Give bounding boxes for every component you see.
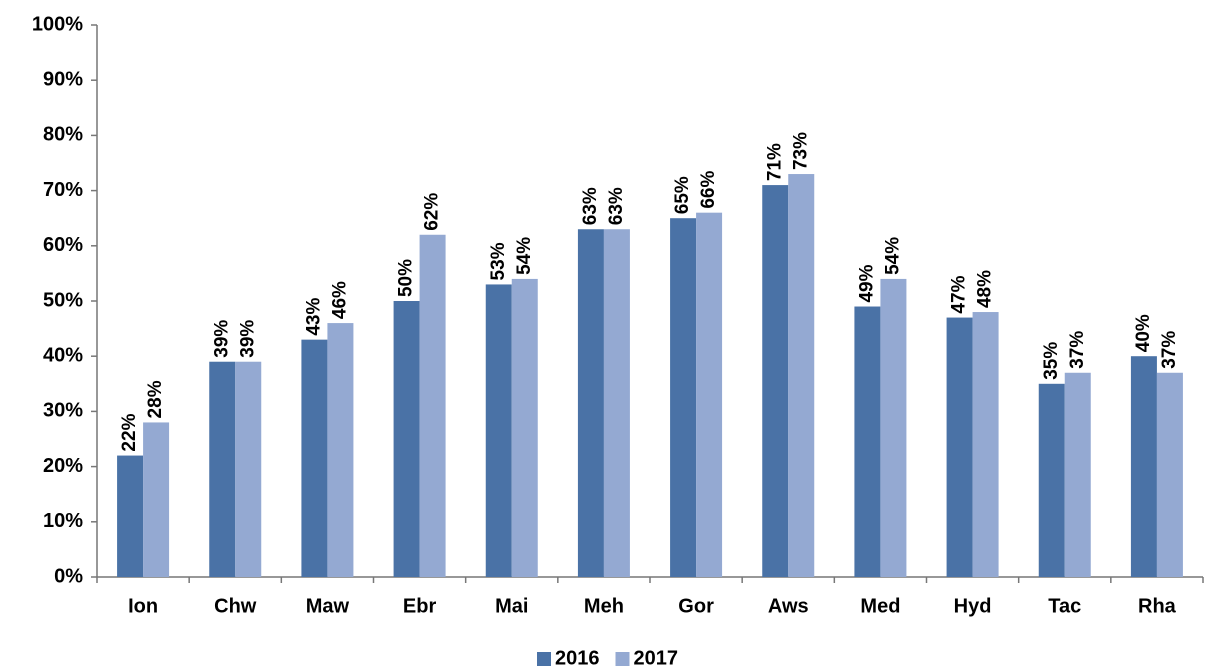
bar [511, 278, 538, 577]
data-label: 50% [396, 259, 417, 297]
x-tick-label: Mai [495, 595, 528, 617]
bar [419, 234, 446, 577]
y-tick-label: 20% [43, 455, 83, 477]
x-tick-label: Gor [678, 595, 714, 617]
x-tick-label: Ebr [403, 595, 437, 617]
y-tick-label: 0% [54, 565, 83, 587]
y-tick-label: 90% [43, 68, 83, 90]
data-label: 35% [1041, 342, 1062, 380]
y-tick-label: 30% [43, 400, 83, 422]
bar [117, 455, 144, 577]
y-tick-label: 80% [43, 124, 83, 146]
x-tick-label: Hyd [954, 595, 992, 617]
x-tick-label: Maw [306, 595, 350, 617]
y-tick-label: 60% [43, 234, 83, 256]
data-label: 62% [422, 193, 443, 231]
data-label: 49% [856, 264, 877, 302]
bar [603, 229, 630, 578]
data-label: 43% [303, 298, 324, 336]
y-tick-label: 70% [43, 179, 83, 201]
x-tick-label: Ion [128, 595, 158, 617]
data-label: 65% [672, 176, 693, 214]
bar [696, 212, 723, 577]
bar [762, 185, 789, 577]
x-tick-label: Med [860, 595, 900, 617]
bar [577, 229, 604, 578]
x-tick-label: Aws [768, 595, 809, 617]
data-label: 22% [119, 413, 140, 451]
data-label: 53% [488, 242, 509, 280]
data-label: 63% [606, 187, 627, 225]
data-label: 39% [211, 320, 232, 358]
bar [788, 174, 815, 578]
data-label: 66% [698, 171, 719, 209]
bar [972, 312, 999, 577]
data-label: 71% [764, 143, 785, 181]
x-tick-label: Tac [1048, 595, 1081, 617]
data-label: 40% [1133, 314, 1154, 352]
bar [327, 323, 354, 577]
legend-swatch [537, 652, 551, 666]
y-tick-label: 10% [43, 510, 83, 532]
y-tick-label: 40% [43, 344, 83, 366]
x-tick-label: Chw [214, 595, 257, 617]
data-label: 73% [790, 132, 811, 170]
bar [301, 339, 328, 577]
bar [235, 361, 262, 577]
bar [670, 218, 697, 577]
bar [209, 361, 236, 577]
bar [1064, 372, 1091, 577]
bar [854, 306, 881, 577]
bar [880, 278, 907, 577]
x-tick-label: Rha [1138, 595, 1177, 617]
bar [393, 301, 420, 577]
data-label: 63% [580, 187, 601, 225]
x-tick-label: Meh [584, 595, 624, 617]
data-label: 54% [514, 237, 535, 275]
y-tick-label: 50% [43, 289, 83, 311]
data-label: 28% [145, 380, 166, 418]
bar [1130, 356, 1157, 577]
bar [485, 284, 512, 577]
data-label: 46% [329, 281, 350, 319]
bar [1156, 372, 1183, 577]
data-label: 39% [237, 320, 258, 358]
data-label: 37% [1067, 331, 1088, 369]
legend-label: 2017 [634, 647, 679, 668]
data-label: 54% [882, 237, 903, 275]
bar [1038, 383, 1065, 577]
bar [143, 422, 170, 577]
legend-label: 2016 [555, 647, 600, 668]
data-label: 47% [949, 275, 970, 313]
legend-swatch [615, 652, 630, 666]
data-label: 48% [975, 270, 996, 308]
y-tick-label: 100% [32, 13, 83, 35]
bar [946, 317, 973, 577]
data-label: 37% [1159, 331, 1180, 369]
